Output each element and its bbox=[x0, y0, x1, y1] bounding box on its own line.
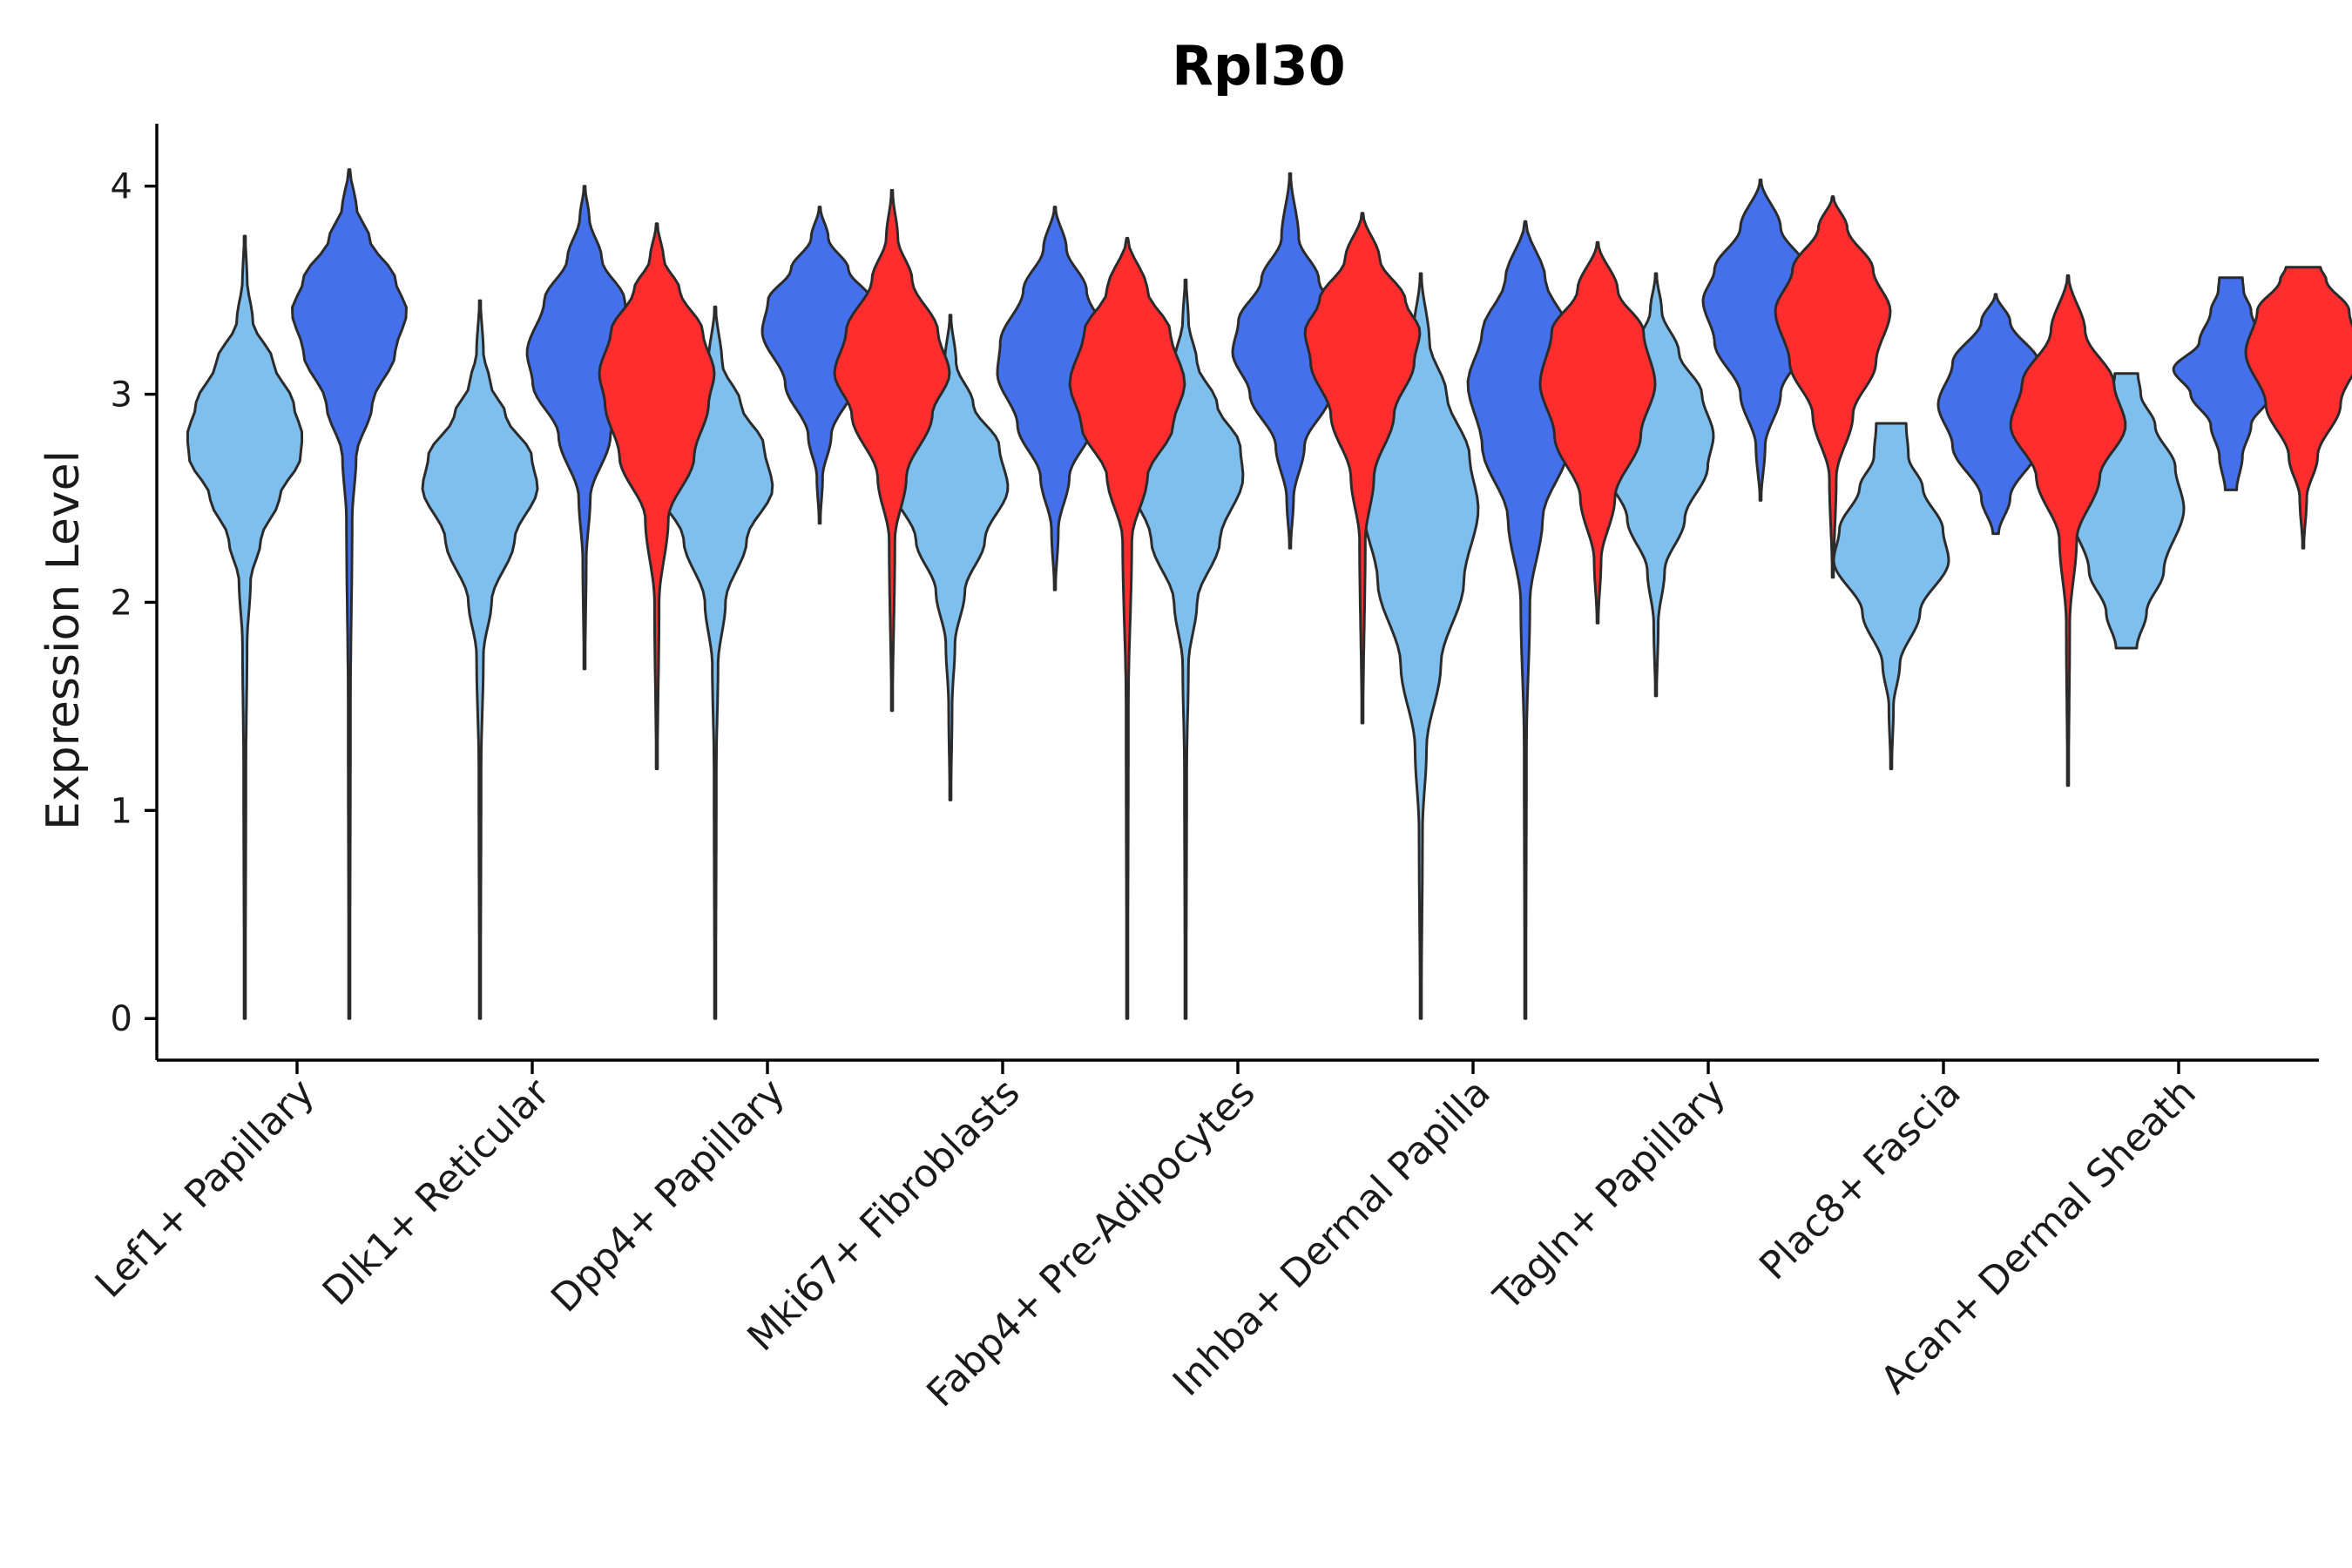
violin-group-dark-blue-2 bbox=[760, 206, 879, 525]
violin-group-dark-blue-4 bbox=[1231, 172, 1349, 550]
violin-group-red-4 bbox=[1303, 212, 1422, 725]
violin-group-light-blue-0 bbox=[186, 234, 304, 1020]
y-ticks: 0 1 2 3 4 bbox=[111, 167, 157, 1039]
y-tick-label: 3 bbox=[111, 375, 132, 416]
violin-group-red-5 bbox=[1538, 240, 1657, 625]
y-tick-label: 1 bbox=[111, 791, 132, 831]
x-tick-label: Dpp4+ Papillary bbox=[543, 1071, 794, 1321]
chart-title: Rpl30 bbox=[1172, 34, 1346, 98]
violin-group-light-blue-2 bbox=[656, 305, 774, 1020]
y-tick-label: 0 bbox=[111, 999, 132, 1039]
violin-group-light-blue-7 bbox=[1832, 422, 1950, 771]
violin-group-red-3 bbox=[1068, 236, 1186, 1020]
violin-group-red-8 bbox=[2244, 266, 2352, 550]
violin-group-dark-blue-8 bbox=[2172, 276, 2290, 491]
violins-layer bbox=[186, 168, 2352, 1020]
violin-group-light-blue-4 bbox=[1126, 278, 1245, 1020]
violin-group-red-7 bbox=[2009, 274, 2127, 787]
violin-group-light-blue-5 bbox=[1362, 272, 1480, 1020]
x-tick-label: Lef1+ Papillary bbox=[87, 1071, 323, 1307]
violin-group-dark-blue-6 bbox=[1701, 179, 1820, 502]
x-tick-label: Tagln+ Papillary bbox=[1485, 1071, 1734, 1320]
x-tick-label: Plac8+ Fascia bbox=[1751, 1071, 1970, 1289]
violin-group-dark-blue-1 bbox=[525, 185, 644, 671]
violin-group-red-2 bbox=[833, 188, 951, 713]
violin-group-dark-blue-0 bbox=[291, 168, 408, 1020]
violin-group-red-6 bbox=[1774, 195, 1892, 579]
y-axis-label: Expression Level bbox=[37, 450, 90, 830]
violin-group-dark-blue-3 bbox=[996, 206, 1114, 591]
y-tick-label: 4 bbox=[111, 167, 132, 207]
y-tick-label: 2 bbox=[111, 583, 132, 623]
violin-group-red-1 bbox=[598, 222, 716, 771]
violin-group-light-blue-1 bbox=[421, 299, 539, 1020]
x-tick-label: Dlk1+ Reticular bbox=[314, 1070, 559, 1315]
